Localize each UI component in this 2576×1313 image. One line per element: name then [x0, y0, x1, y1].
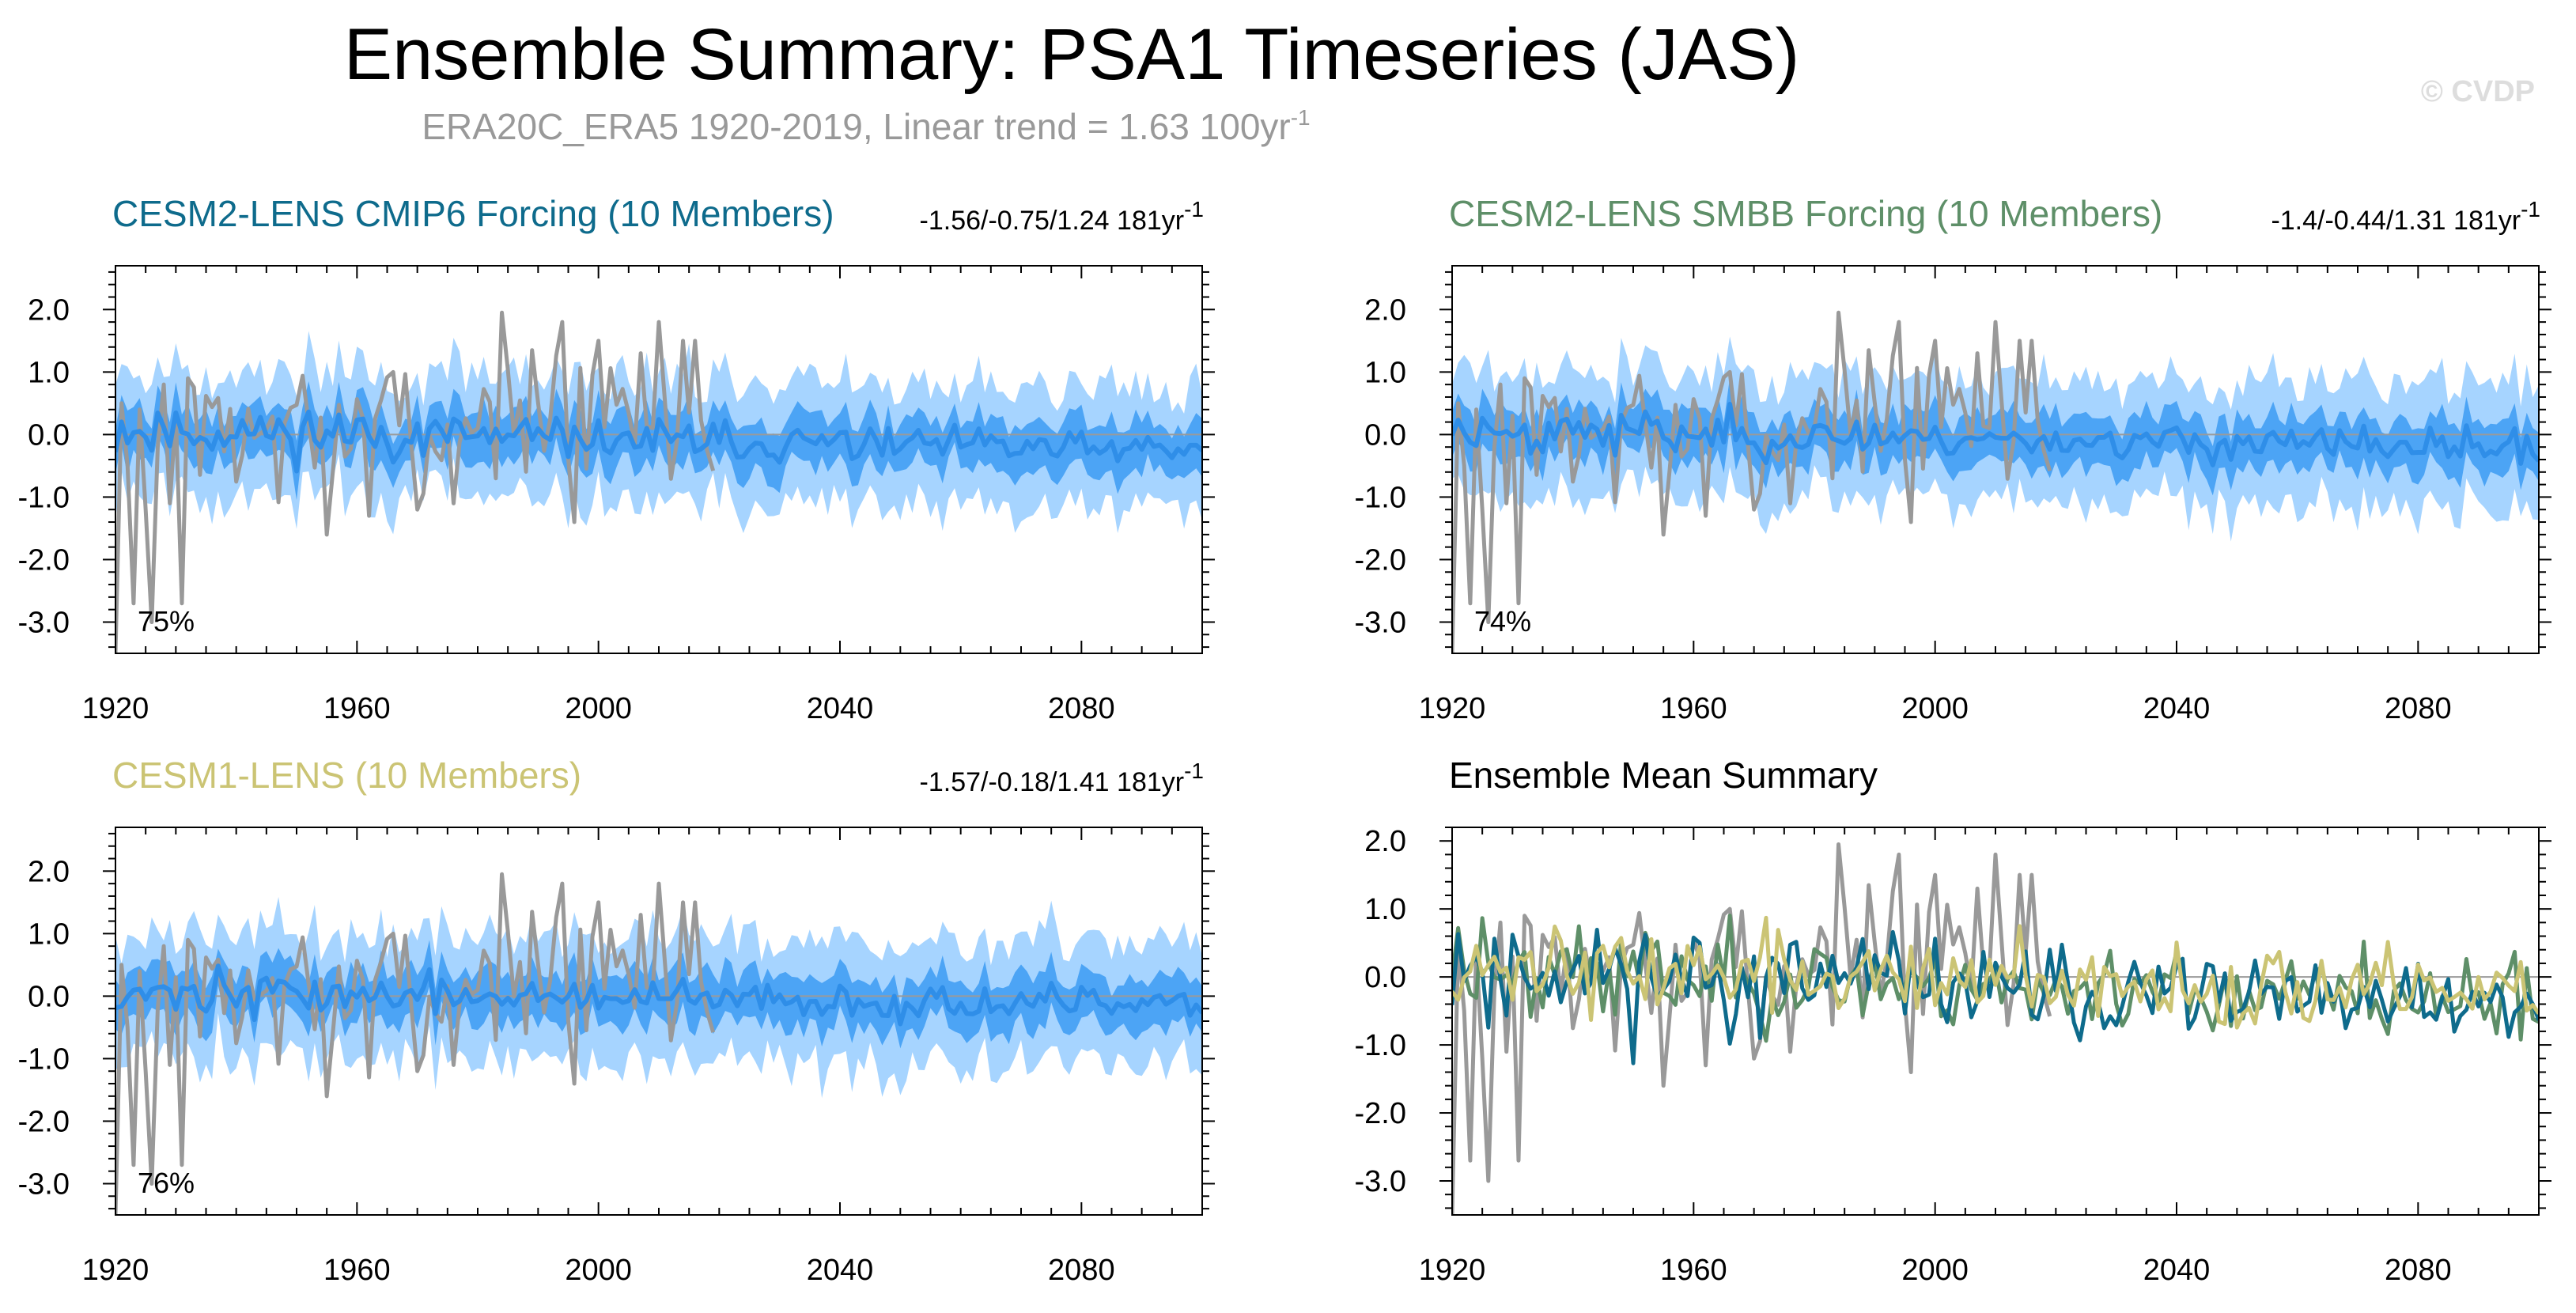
ensemble-mean-line [115, 409, 1202, 474]
figure-subtitle-text: ERA20C_ERA5 1920-2019, Linear trend = 1.… [422, 106, 1290, 147]
y-tick-label: 1.0 [28, 918, 70, 951]
panel-cesm1: CESM1-LENS (10 Members) -1.57/-0.18/1.41 … [18, 755, 1215, 1287]
x-tick-label: 1960 [323, 1254, 391, 1287]
y-tick-label: 2.0 [1364, 293, 1406, 327]
x-tick-label: 2040 [2143, 1254, 2211, 1287]
panel-title: Ensemble Mean Summary [1449, 755, 1878, 796]
x-tick-label: 2080 [1048, 1254, 1115, 1287]
y-tick-label: -1.0 [18, 1042, 70, 1076]
watermark: © CVDP [2421, 75, 2535, 108]
panel-stats-text: -1.57/-0.18/1.41 181yr [920, 767, 1185, 797]
panel-stats-sup: -1 [1184, 197, 1204, 221]
x-tick-label: 1920 [1419, 692, 1486, 725]
x-tick-label: 2000 [1901, 1254, 1969, 1287]
y-tick-label: 1.0 [28, 356, 70, 389]
x-tick-label: 1960 [1660, 692, 1727, 725]
y-tick-label: 2.0 [28, 293, 70, 327]
y-tick-label: 1.0 [1364, 356, 1406, 389]
plot-area [115, 310, 1202, 653]
panel-cmip6: CESM2-LENS CMIP6 Forcing (10 Members) -1.… [18, 193, 1215, 725]
figure-subtitle-sup: -1 [1291, 105, 1311, 130]
observed-line [115, 310, 716, 653]
x-tick-label: 2040 [807, 1254, 874, 1287]
y-tick-label: 0.0 [1364, 961, 1406, 994]
plot-area [115, 872, 1202, 1215]
x-tick-label: 2080 [1048, 692, 1115, 725]
y-tick-label: 0.0 [28, 418, 70, 452]
y-tick-label: -3.0 [18, 606, 70, 639]
y-tick-label: 0.0 [1364, 418, 1406, 452]
panel-stats-text: -1.56/-0.75/1.24 181yr [920, 206, 1185, 236]
x-tick-label: 2000 [1901, 692, 1969, 725]
panel-title: CESM1-LENS (10 Members) [112, 755, 581, 796]
panel-smbb: CESM2-LENS SMBB Forcing (10 Members) -1.4… [1355, 193, 2551, 725]
inner-range-band [115, 380, 1202, 501]
y-tick-label: 2.0 [28, 855, 70, 888]
panels: CESM2-LENS CMIP6 Forcing (10 Members) -1.… [18, 193, 2551, 1287]
observed-line [115, 872, 716, 1215]
panel-stats: -1.57/-0.18/1.41 181yr-1 [920, 759, 1204, 797]
y-tick-label: -2.0 [1355, 1097, 1406, 1130]
x-tick-label: 1960 [323, 692, 391, 725]
panel-stats-sup: -1 [2521, 197, 2540, 221]
y-tick-label: -2.0 [18, 1105, 70, 1138]
y-tick-label: -3.0 [1355, 606, 1406, 639]
ensemble-mean-line [1452, 402, 2539, 467]
x-tick-label: 2080 [2385, 692, 2452, 725]
percent-label: 75% [138, 605, 195, 638]
y-tick-label: -2.0 [18, 543, 70, 577]
y-tick-label: 0.0 [28, 980, 70, 1013]
x-tick-label: 1920 [1419, 1254, 1486, 1287]
figure-title: Ensemble Summary: PSA1 Timeseries (JAS) [344, 14, 1800, 95]
x-tick-label: 1920 [82, 1254, 149, 1287]
panel-stats: -1.56/-0.75/1.24 181yr-1 [920, 197, 1204, 236]
plot-area [1452, 842, 2539, 1215]
panel-title: CESM2-LENS SMBB Forcing (10 Members) [1449, 193, 2162, 234]
x-tick-label: 2000 [565, 692, 632, 725]
y-tick-label: 1.0 [1364, 893, 1406, 926]
ensemble-mean-cmip6-line [1452, 927, 2539, 1065]
y-tick-label: 2.0 [1364, 825, 1406, 858]
y-tick-label: -3.0 [1355, 1165, 1406, 1198]
panel-stats-sup: -1 [1184, 759, 1204, 783]
y-tick-label: -1.0 [1355, 481, 1406, 514]
observed-line [1452, 310, 2052, 653]
ensemble-mean-line [115, 963, 1202, 1027]
y-tick-label: -1.0 [18, 481, 70, 514]
percent-label: 74% [1474, 605, 1531, 638]
y-tick-label: -3.0 [18, 1167, 70, 1201]
y-tick-label: -1.0 [1355, 1029, 1406, 1062]
x-tick-label: 2000 [565, 1254, 632, 1287]
y-tick-label: -2.0 [1355, 543, 1406, 577]
x-tick-label: 2080 [2385, 1254, 2452, 1287]
ensemble-mean-cesm1-line [1452, 915, 2539, 1030]
figure-subtitle: ERA20C_ERA5 1920-2019, Linear trend = 1.… [422, 105, 1310, 147]
x-tick-label: 1920 [82, 692, 149, 725]
x-tick-label: 1960 [1660, 1254, 1727, 1287]
panel-stats: -1.4/-0.44/1.31 181yr-1 [2271, 197, 2540, 236]
x-tick-label: 2040 [807, 692, 874, 725]
panel-stats-text: -1.4/-0.44/1.31 181yr [2271, 206, 2521, 236]
panel-title: CESM2-LENS CMIP6 Forcing (10 Members) [112, 193, 834, 234]
x-tick-label: 2040 [2143, 692, 2211, 725]
observed-line [1452, 842, 2052, 1215]
plot-area [1452, 310, 2539, 653]
panel-mean: Ensemble Mean Summary 1920 1960 2000 2040 208… [1355, 755, 2551, 1287]
percent-label: 76% [138, 1167, 195, 1199]
